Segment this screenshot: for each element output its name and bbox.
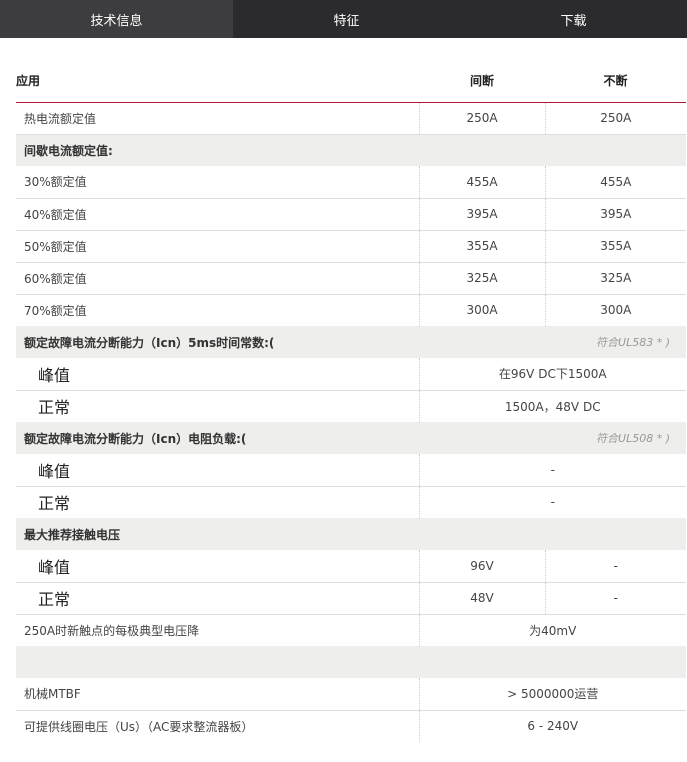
tab-tech-info[interactable]: 技术信息 (0, 0, 233, 38)
table-row: 正常 1500A，48V DC (16, 390, 686, 422)
table-row: 热电流额定值 250A 250A (16, 102, 686, 135)
tab-features[interactable]: 特征 (333, 13, 360, 29)
table-row: 正常 - (16, 486, 686, 518)
section-row: 最大推荐接触电压 (16, 518, 686, 550)
col-intermittent: 间断 (419, 60, 545, 103)
table-row: 40%额定值 395A 395A (16, 198, 686, 231)
col-continuous: 不断 (545, 60, 686, 103)
table-row: 峰值 96V - (16, 550, 686, 583)
table-row: 峰值 在96V DC下1500A (16, 358, 686, 391)
table-row: 机械MTBF > 5000000运营 (16, 678, 686, 711)
table-row: 30%额定值 455A 455A (16, 166, 686, 199)
table-header: 应用 间断 不断 (16, 60, 686, 103)
table-row: 60%额定值 325A 325A (16, 262, 686, 295)
table-row: 正常 48V - (16, 582, 686, 615)
section-row: 额定故障电流分断能力（Icn）电阻负载:(符合UL508 * ) (16, 422, 686, 454)
tab-bar: 技术信息 特征 下载 (0, 0, 687, 38)
section-row-empty (16, 646, 686, 678)
section-row: 额定故障电流分断能力（Icn）5ms时间常数:(符合UL583 * ) (16, 326, 686, 358)
section-row: 间歇电流额定值: (16, 134, 686, 166)
col-application: 应用 (16, 60, 419, 103)
table-row: 峰值 - (16, 454, 686, 487)
table-row: 70%额定值 300A 300A (16, 294, 686, 326)
table-row: 50%额定值 355A 355A (16, 230, 686, 263)
spec-table: 应用 间断 不断 热电流额定值 250A 250A 间歇电流额定值: 30%额定值 4… (16, 60, 686, 742)
table-row: 250A时新触点的每极典型电压降 为40mV (16, 614, 686, 646)
table-row: 可提供线圈电压（Us）（AC要求整流器板） 6 - 240V (16, 710, 686, 742)
tab-downloads[interactable]: 下载 (560, 13, 587, 29)
